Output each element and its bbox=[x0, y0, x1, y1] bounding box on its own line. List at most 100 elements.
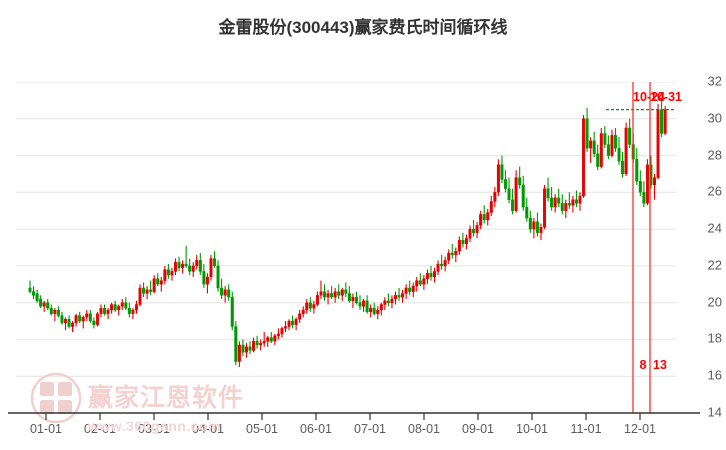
candle-body bbox=[507, 188, 511, 200]
x-axis-tick-label: 01-01 bbox=[30, 422, 62, 436]
y-axis-tick-label: 30 bbox=[707, 110, 722, 126]
candle-body bbox=[209, 258, 213, 278]
cycle-date-label: 10-31 bbox=[650, 90, 682, 104]
candle-body bbox=[386, 300, 390, 303]
candle-body bbox=[191, 265, 195, 272]
candle-body bbox=[269, 337, 273, 342]
candle-body bbox=[287, 320, 291, 327]
y-axis-tick-label: 26 bbox=[707, 183, 722, 199]
candle-body bbox=[415, 280, 419, 287]
candle-body bbox=[525, 206, 529, 219]
x-axis-tick-label: 06-01 bbox=[300, 422, 332, 436]
candle-body bbox=[663, 109, 667, 134]
candle-body bbox=[67, 319, 71, 327]
candle-body bbox=[291, 320, 295, 325]
x-axis-tick-label: 10-01 bbox=[516, 422, 548, 436]
candle-body bbox=[472, 228, 476, 233]
candle-body bbox=[464, 238, 468, 245]
candle-body bbox=[255, 341, 259, 346]
candle-body bbox=[347, 293, 351, 302]
y-axis-tick-label: 20 bbox=[707, 294, 722, 310]
candle-body bbox=[95, 313, 99, 325]
candle-body bbox=[653, 177, 657, 186]
candle-body bbox=[376, 309, 380, 314]
candle-body bbox=[127, 307, 131, 314]
candle-body bbox=[262, 341, 266, 344]
candle-body bbox=[496, 164, 500, 193]
candlestick-plot-area[interactable] bbox=[16, 82, 676, 413]
cycle-date-label: 10-24 bbox=[633, 90, 665, 104]
y-axis: 32 30 28 26 24 22 20 18 16 14 bbox=[676, 0, 726, 450]
candle-body bbox=[503, 179, 507, 189]
candle-body bbox=[450, 252, 454, 256]
candle-body bbox=[312, 304, 316, 309]
y-axis-tick-label: 16 bbox=[707, 367, 722, 383]
x-axis-tick-label: 09-01 bbox=[462, 422, 494, 436]
candle-body bbox=[599, 133, 603, 167]
candle-body bbox=[518, 177, 522, 186]
candle-body bbox=[624, 127, 628, 175]
candle-body bbox=[301, 309, 305, 314]
candle-body bbox=[170, 271, 174, 276]
candle-body bbox=[227, 289, 231, 298]
candle-body bbox=[131, 309, 135, 314]
candle-body bbox=[85, 313, 89, 318]
candle-body bbox=[124, 302, 128, 309]
candle-body bbox=[259, 342, 263, 346]
candle-body bbox=[120, 302, 124, 307]
candle-body bbox=[184, 263, 188, 267]
candle-body bbox=[596, 153, 600, 167]
candle-body bbox=[220, 287, 224, 296]
candle-body bbox=[475, 225, 479, 233]
candle-body bbox=[638, 181, 642, 193]
candle-body bbox=[333, 291, 337, 298]
candle-body bbox=[294, 319, 298, 325]
candle-body bbox=[63, 319, 67, 324]
candle-body bbox=[326, 293, 330, 298]
y-axis-tick-label: 22 bbox=[707, 257, 722, 273]
candle-body bbox=[543, 188, 547, 228]
candle-body bbox=[149, 289, 153, 292]
candle-body bbox=[152, 278, 156, 292]
candle-body bbox=[635, 159, 639, 182]
candle-body bbox=[273, 335, 277, 342]
candle-body bbox=[181, 263, 185, 268]
candle-body bbox=[429, 273, 433, 278]
candle-body bbox=[244, 346, 248, 353]
candle-body bbox=[241, 344, 245, 353]
candle-body bbox=[230, 296, 234, 327]
candle-body bbox=[589, 140, 593, 149]
candle-body bbox=[81, 317, 85, 322]
candle-body bbox=[468, 228, 472, 239]
candle-body bbox=[92, 320, 96, 325]
candle-body bbox=[198, 260, 202, 272]
candle-body bbox=[358, 302, 362, 307]
candle-body bbox=[511, 199, 515, 211]
candle-body bbox=[383, 300, 387, 305]
candle-body bbox=[603, 133, 607, 145]
candle-body bbox=[401, 293, 405, 298]
candle-body bbox=[514, 177, 518, 211]
candle-body bbox=[645, 164, 649, 204]
candle-body bbox=[447, 252, 451, 261]
y-axis-tick-label: 24 bbox=[707, 220, 722, 236]
candle-body bbox=[436, 263, 440, 272]
x-axis-tick-label: 05-01 bbox=[246, 422, 278, 436]
candle-body bbox=[443, 260, 447, 267]
candle-body bbox=[188, 265, 192, 272]
candle-body bbox=[404, 287, 408, 294]
candle-body bbox=[489, 201, 493, 213]
candle-body bbox=[528, 217, 532, 230]
candle-body bbox=[142, 287, 146, 294]
candle-body bbox=[252, 341, 256, 351]
candle-body bbox=[585, 118, 589, 149]
candle-body bbox=[369, 307, 373, 313]
candle-body bbox=[344, 289, 348, 294]
candle-body bbox=[582, 118, 586, 197]
candle-body bbox=[305, 302, 309, 311]
candle-body bbox=[628, 127, 632, 145]
candle-body bbox=[560, 203, 564, 211]
candle-body bbox=[159, 280, 163, 285]
candle-body bbox=[362, 300, 366, 307]
